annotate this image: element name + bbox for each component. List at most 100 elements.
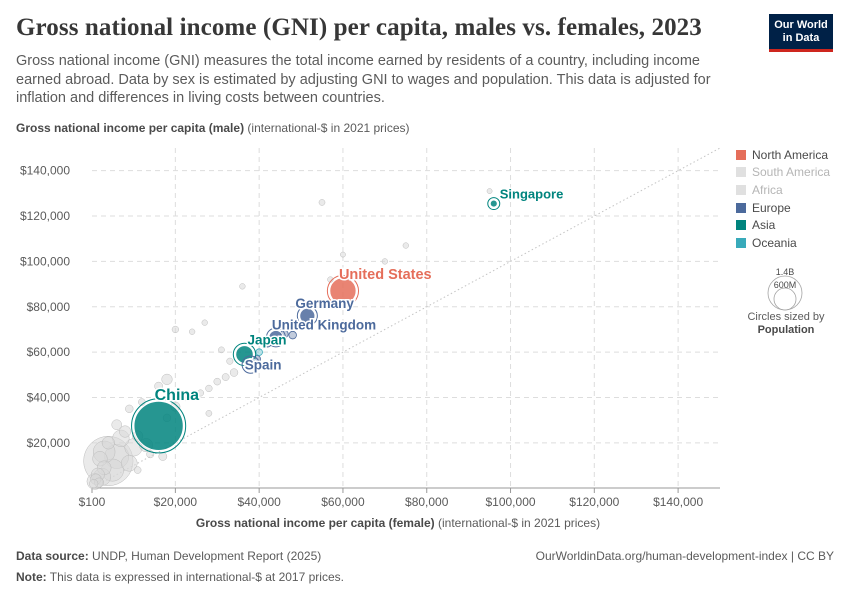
data-point: [125, 404, 134, 413]
source-url[interactable]: OurWorldinData.org/human-development-ind…: [535, 549, 834, 563]
data-point: [197, 389, 204, 397]
country-label: United States: [339, 267, 432, 283]
data-point: [318, 199, 326, 206]
data-point: [111, 419, 122, 430]
data-point: [133, 466, 142, 474]
legend-label: Oceania: [752, 235, 797, 250]
legend-item-asia[interactable]: Asia: [736, 216, 830, 234]
highlight-ring: [487, 197, 501, 211]
chart-subtitle: Gross national income (GNI) measures the…: [16, 53, 711, 106]
legend-swatch: [736, 167, 746, 178]
data-point: [161, 373, 173, 385]
legend-item-north-america[interactable]: North America: [736, 146, 830, 164]
data-point: [205, 410, 213, 417]
footnote-text: This data is expressed in international-…: [49, 570, 344, 584]
data-point: [201, 319, 208, 326]
legend-label: Europe: [752, 200, 791, 215]
x-axis-label-unit: (international-$ in 2021 prices): [437, 516, 601, 530]
legend-item-europe[interactable]: Europe: [736, 199, 830, 217]
data-point-germany: [299, 307, 316, 324]
data-point: [101, 436, 115, 450]
highlight-ring: [265, 327, 286, 348]
footnote: Note: This data is expressed in internat…: [16, 570, 344, 584]
highlight-ring: [241, 355, 260, 374]
x-tick-label: $20,000: [154, 495, 198, 509]
legend-label: Africa: [752, 182, 783, 197]
country-label: China: [155, 387, 200, 404]
y-axis-label-bold: Gross national income per capita (male): [16, 121, 245, 135]
legend-swatch: [736, 149, 746, 160]
size-legend-large-label: 1.4B: [776, 267, 795, 277]
data-point: [179, 393, 188, 402]
y-axis: $20,000 $40,000 $60,000 $80,000 $100,000 $120…: [20, 164, 70, 450]
legend-item-africa[interactable]: Africa: [736, 181, 830, 199]
data-point: [218, 346, 225, 354]
highlight-ring: [326, 274, 360, 307]
data-point: [154, 381, 163, 391]
data-point-china: [133, 400, 184, 451]
data-point: [171, 325, 179, 334]
x-axis-label: Gross national income per capita (female…: [0, 516, 796, 530]
country-label: Spain: [245, 358, 282, 373]
legend-swatch: [736, 202, 746, 213]
data-point: [189, 328, 196, 335]
data-point-united-kingdom: [268, 330, 284, 345]
country-label: United Kingdom: [272, 317, 376, 332]
x-tick-label: $80,000: [405, 495, 449, 509]
logo-line-1: Our World: [774, 19, 828, 31]
data-point: [119, 425, 132, 438]
legend-swatch: [736, 184, 746, 195]
data-point-singapore: [489, 199, 498, 208]
x-tick-label: $60,000: [321, 495, 365, 509]
data-point: [226, 357, 234, 365]
data-point: [121, 455, 138, 472]
x-axis-label-bold: Gross national income per capita (female…: [195, 516, 435, 530]
legend-item-south-america[interactable]: South America: [736, 164, 830, 182]
data-point: [381, 258, 388, 265]
size-caption-line-2: Population: [757, 324, 815, 336]
data-source-text: UNDP, Human Development Report (2025): [92, 549, 322, 563]
data-point: [221, 373, 230, 381]
data-source: Data source: UNDP, Human Development Rep…: [16, 549, 321, 563]
legend-label: North America: [752, 147, 829, 162]
x-tick-label: $120,000: [569, 495, 619, 509]
x-tick-label: $140,000: [653, 495, 703, 509]
x-tick-label: $100: [79, 495, 106, 509]
grid-lines: [92, 148, 720, 488]
data-source-label: Data source:: [16, 549, 89, 563]
highlight-ring: [296, 305, 318, 327]
y-tick-label: $60,000: [27, 345, 71, 359]
data-point-spain: [244, 358, 258, 372]
data-point: [158, 452, 168, 461]
legend-item-oceania[interactable]: Oceania: [736, 234, 830, 252]
country-label: Japan: [247, 332, 286, 347]
size-legend-small-label: 600M: [774, 280, 797, 290]
data-point: [255, 348, 263, 356]
data-point: [239, 283, 246, 290]
data-point: [229, 368, 239, 377]
x-tick-label: $40,000: [237, 495, 281, 509]
legend-label: South America: [752, 165, 831, 180]
diagonal-reference-line: [91, 147, 721, 489]
y-tick-label: $140,000: [20, 164, 70, 178]
data-point: [89, 479, 99, 489]
data-point: [288, 330, 297, 340]
data-point: [213, 377, 221, 386]
y-tick-label: $120,000: [20, 209, 70, 223]
footnote-label: Note:: [16, 570, 47, 584]
size-caption-line-1: Circles sized by: [747, 311, 825, 323]
owid-logo[interactable]: Our World in Data: [769, 14, 833, 52]
data-point: [340, 251, 346, 258]
highlighted-countries: [131, 197, 501, 454]
country-labels: China United States Japan Germany United Kin…: [153, 185, 565, 405]
legend-swatch: [736, 220, 746, 231]
logo-line-2: in Data: [782, 32, 820, 44]
x-tick-label: $100,000: [485, 495, 535, 509]
y-tick-label: $40,000: [27, 390, 71, 404]
y-tick-label: $20,000: [27, 436, 71, 450]
region-legend: North America South America Africa Europ…: [736, 146, 830, 252]
data-point: [486, 188, 493, 194]
highlight-ring: [131, 398, 187, 454]
country-label: Singapore: [500, 187, 564, 202]
